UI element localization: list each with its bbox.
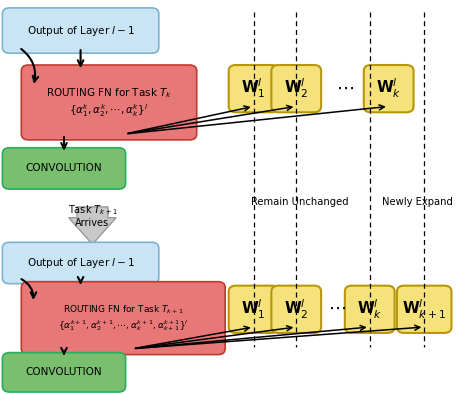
Text: $\mathbf{W}_2^l$: $\mathbf{W}_2^l$ xyxy=(284,77,309,100)
FancyBboxPatch shape xyxy=(21,282,225,355)
Text: $\mathbf{W}_2^l$: $\mathbf{W}_2^l$ xyxy=(284,298,309,321)
FancyBboxPatch shape xyxy=(271,286,321,333)
Text: Task $T_{k+1}$
Arrives: Task $T_{k+1}$ Arrives xyxy=(68,203,117,229)
Text: ROUTING FN for Task $T_{k+1}$
$\{\alpha_1^{k+1}, \alpha_2^{k+1}, \cdots, \alpha_: ROUTING FN for Task $T_{k+1}$ $\{\alpha_… xyxy=(58,303,189,333)
Text: Remain Unchanged: Remain Unchanged xyxy=(251,197,348,207)
Text: CONVOLUTION: CONVOLUTION xyxy=(26,164,102,173)
Text: $\mathbf{W}_1^l$: $\mathbf{W}_1^l$ xyxy=(241,77,266,100)
FancyBboxPatch shape xyxy=(2,353,126,392)
Polygon shape xyxy=(69,207,116,244)
FancyBboxPatch shape xyxy=(2,8,159,53)
Text: Output of Layer $l-1$: Output of Layer $l-1$ xyxy=(27,24,135,37)
Text: Output of Layer $l-1$: Output of Layer $l-1$ xyxy=(27,256,135,270)
FancyBboxPatch shape xyxy=(397,286,451,333)
FancyBboxPatch shape xyxy=(364,65,413,112)
Text: $\mathbf{W}_k^l$: $\mathbf{W}_k^l$ xyxy=(357,298,383,321)
FancyBboxPatch shape xyxy=(228,65,279,112)
FancyBboxPatch shape xyxy=(2,242,159,284)
Text: $\cdots$: $\cdots$ xyxy=(336,78,354,97)
Text: $\cdots$: $\cdots$ xyxy=(328,299,346,317)
Text: $\mathbf{W}_1^l$: $\mathbf{W}_1^l$ xyxy=(241,298,266,321)
Text: ROUTING FN for Task $T_k$
$\{\alpha_1^k, \alpha_2^k, \cdots, \alpha_k^k\}^l$: ROUTING FN for Task $T_k$ $\{\alpha_1^k,… xyxy=(46,86,172,119)
FancyBboxPatch shape xyxy=(271,65,321,112)
FancyBboxPatch shape xyxy=(21,65,197,140)
Text: $\mathbf{W}_k^l$: $\mathbf{W}_k^l$ xyxy=(376,77,401,100)
FancyBboxPatch shape xyxy=(2,148,126,189)
FancyBboxPatch shape xyxy=(228,286,279,333)
Text: $\mathbf{W}_{k+1}^l$: $\mathbf{W}_{k+1}^l$ xyxy=(402,298,446,321)
Text: Newly Expand: Newly Expand xyxy=(382,197,453,207)
FancyBboxPatch shape xyxy=(345,286,394,333)
Text: CONVOLUTION: CONVOLUTION xyxy=(26,367,102,377)
